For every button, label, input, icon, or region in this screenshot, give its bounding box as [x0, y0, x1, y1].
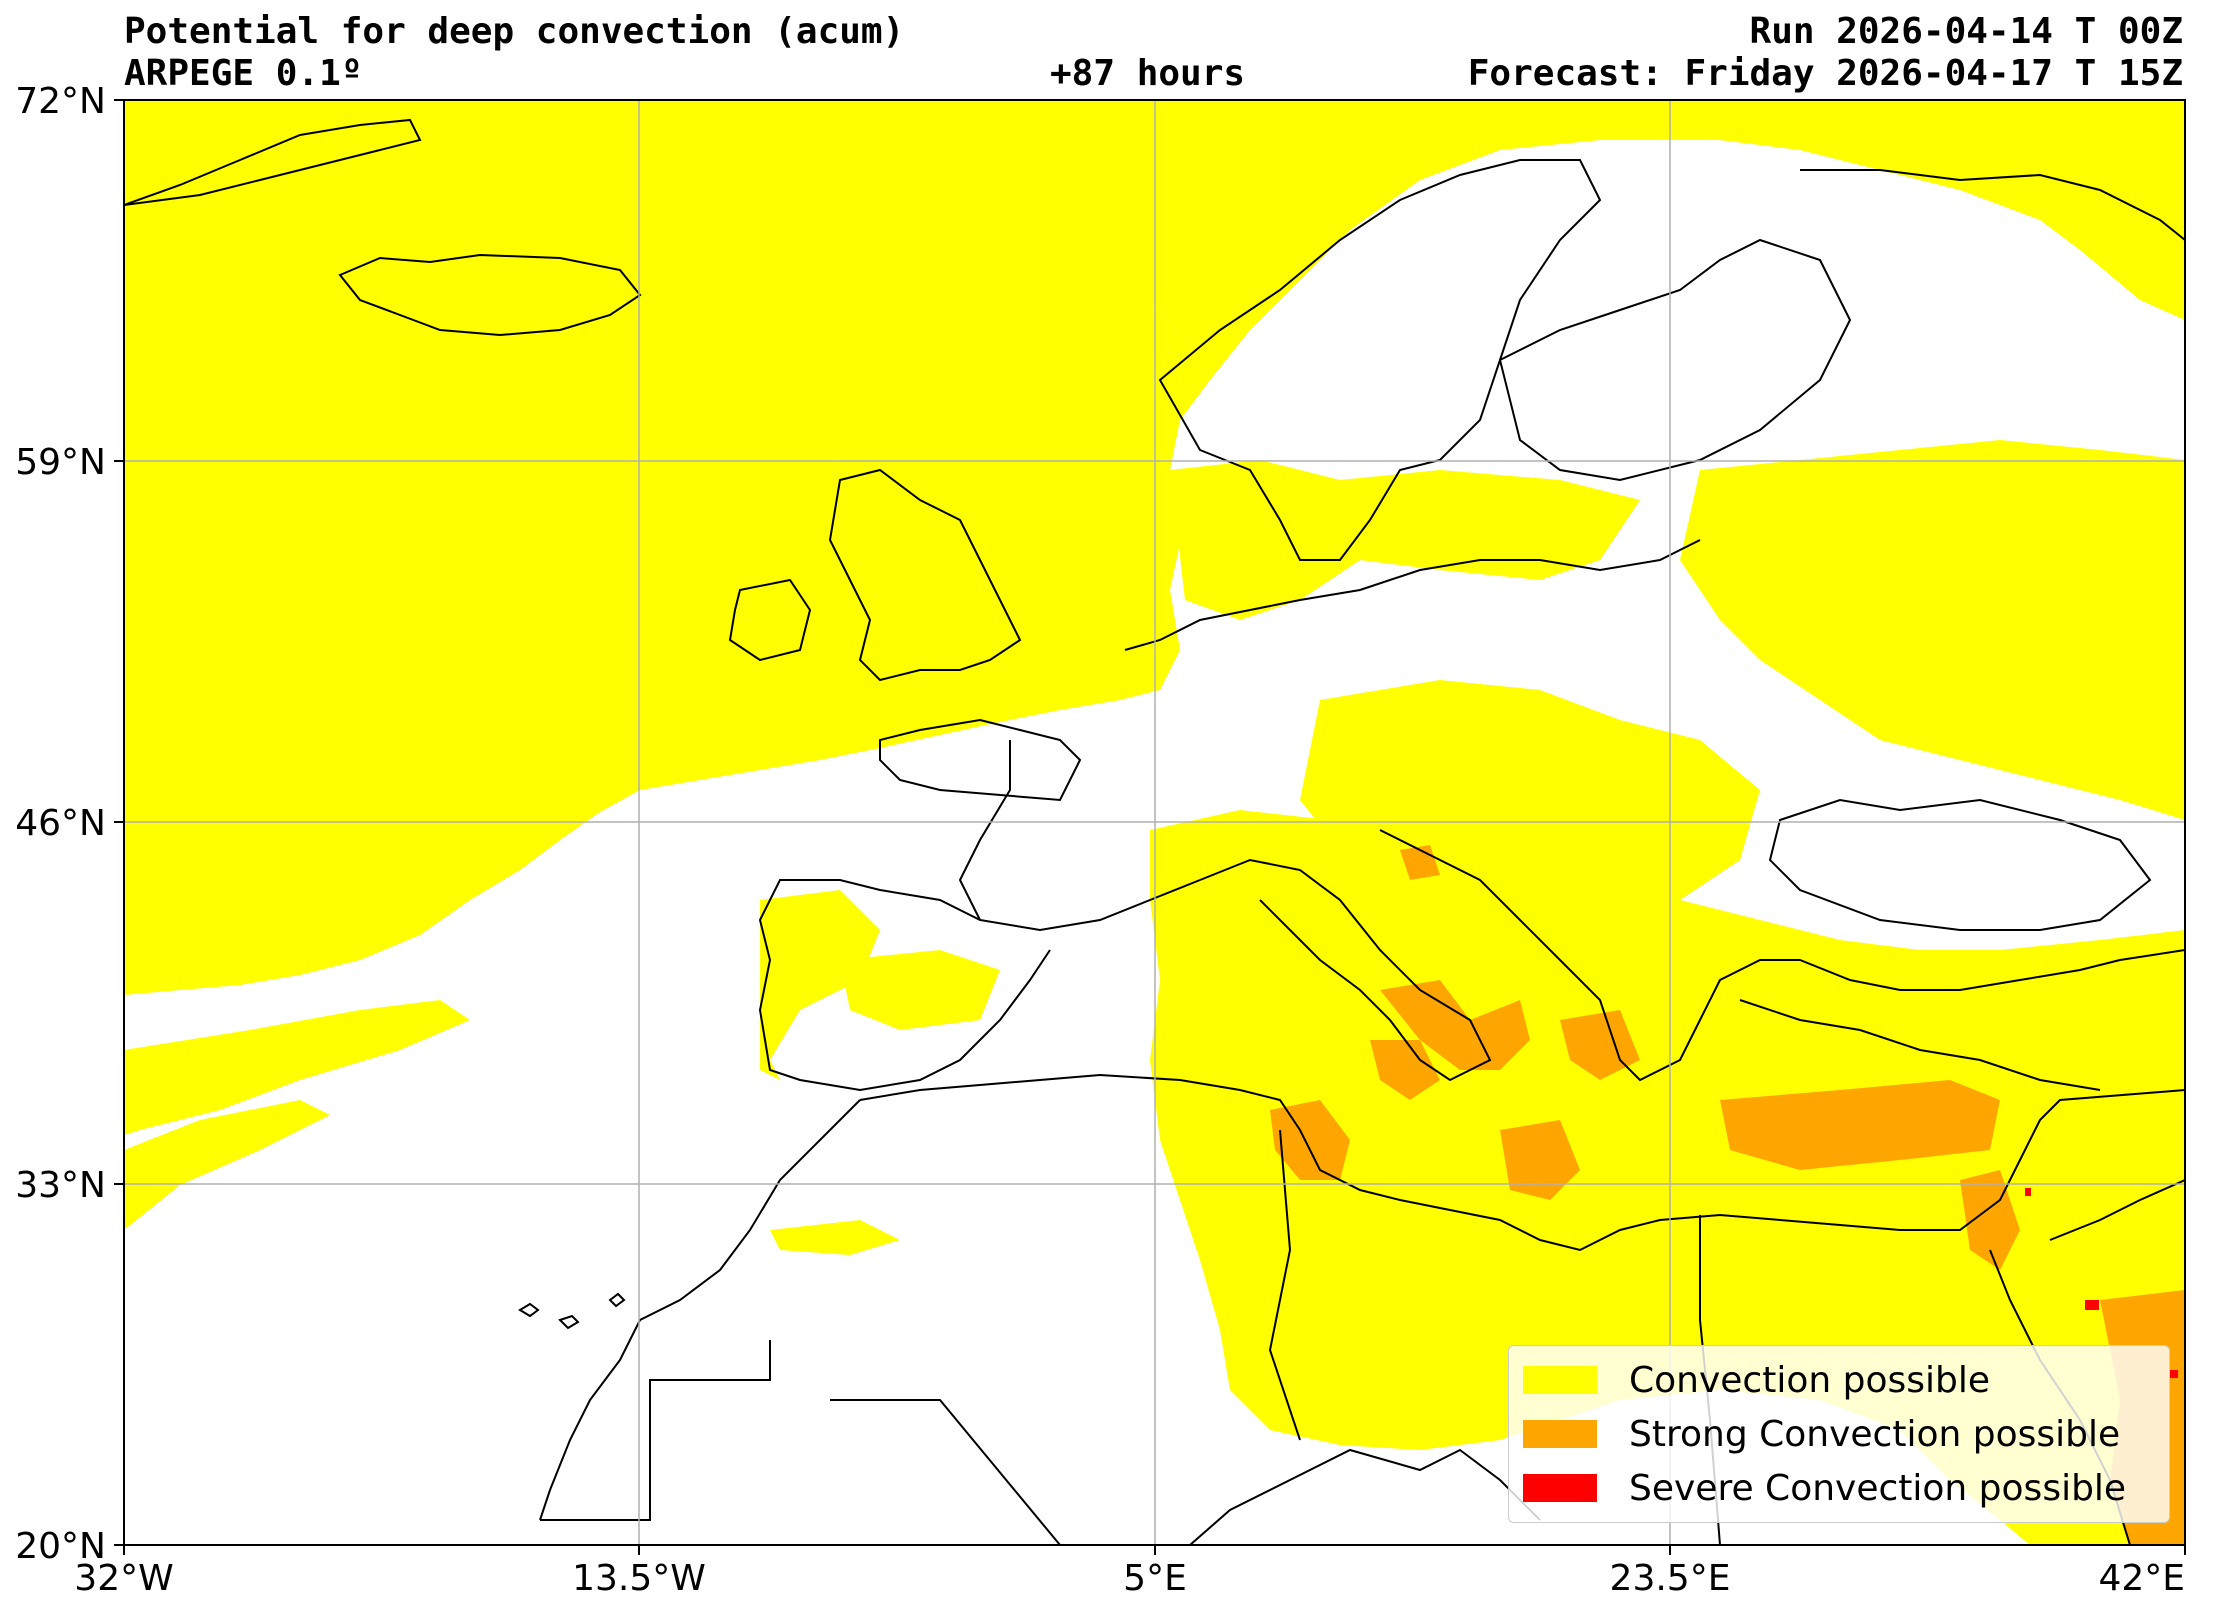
legend-item-strong: Strong Convection possible — [1523, 1412, 2120, 1456]
legend-swatch-strong — [1523, 1420, 1597, 1448]
severe-spot-2 — [2170, 1370, 2178, 1378]
lat-label-59: 59°N — [15, 442, 106, 483]
coast-scandinavia — [1158, 159, 1602, 561]
forecast-time: Forecast: Friday 2026-04-17 T 15Z — [1467, 53, 2183, 94]
convection-area-atlantic — [124, 100, 1185, 995]
tick-marks — [114, 99, 2186, 1555]
coast-turkey — [1739, 999, 2101, 1091]
border-africa — [540, 1129, 2185, 1545]
strong-area-sicily — [1370, 1040, 1440, 1100]
coast-morocco — [539, 1099, 861, 1521]
coast-finland — [1498, 238, 1852, 482]
coast-europe — [879, 539, 1701, 802]
convection-area-sw — [124, 1000, 470, 1135]
legend-item-convection: Convection possible — [1523, 1358, 1990, 1402]
model-label: ARPEGE 0.1º — [124, 53, 363, 94]
lat-label-72: 72°N — [15, 81, 106, 122]
graticule — [124, 100, 2185, 1545]
legend-label-convection: Convection possible — [1629, 1359, 1991, 1401]
severe-spot-3 — [2025, 1188, 2031, 1196]
coast-north-africa — [859, 1073, 2185, 1252]
strong-area-adriatic — [1400, 845, 1440, 880]
legend: Convection possible Strong Convection po… — [1508, 1345, 2170, 1523]
lon-label-32w: 32°W — [74, 1558, 173, 1599]
lon-label-42e: 42°E — [2098, 1558, 2185, 1599]
lat-label-46: 46°N — [15, 803, 106, 844]
legend-label-severe: Severe Convection possible — [1629, 1467, 2127, 1509]
coast-italy — [1199, 858, 1492, 1082]
lon-label-13.5w: 13.5°W — [572, 1558, 706, 1599]
map-title: Potential for deep convection (acum) — [124, 11, 905, 52]
coast-france-spain — [758, 740, 1201, 1092]
strong-area-greece — [1560, 1010, 1640, 1080]
lon-label-23.5e: 23.5°E — [1610, 1558, 1731, 1599]
lon-label-5e: 5°E — [1123, 1558, 1187, 1599]
lead-time: +87 hours — [1050, 53, 1246, 94]
convection-area-east — [1680, 440, 2185, 820]
strong-area-libya — [1500, 1120, 1580, 1200]
coast-britain — [828, 468, 1022, 682]
convection-area-north — [1155, 100, 2185, 420]
convection-area-baltic — [1170, 460, 1640, 620]
coast-canaries — [518, 1292, 626, 1330]
coast-kola — [1800, 169, 2185, 241]
strong-area-levant — [1960, 1170, 2020, 1270]
convection-area-sw2 — [124, 1100, 330, 1230]
run-time: Run 2026-04-14 T 00Z — [1749, 11, 2183, 52]
coast-iceland — [338, 253, 642, 337]
severe-spot-1 — [2085, 1300, 2099, 1310]
legend-label-strong: Strong Convection possible — [1629, 1413, 2121, 1455]
strong-area-tunisia — [1270, 1100, 1350, 1180]
coast-ireland — [728, 578, 812, 662]
coast-balkans — [1379, 829, 2185, 1082]
legend-swatch-severe — [1523, 1474, 1597, 1502]
legend-item-severe: Severe Convection possible — [1523, 1466, 2126, 1510]
lat-label-20: 20°N — [15, 1526, 106, 1567]
coastlines — [124, 118, 2185, 1545]
strong-area-aegean — [1720, 1080, 2000, 1170]
lat-label-33: 33°N — [15, 1165, 106, 1206]
convection-area-iberia — [760, 890, 880, 1080]
coast-black-sea — [1768, 798, 2152, 931]
legend-swatch-convection — [1523, 1366, 1597, 1394]
convection-area-morocco — [770, 1220, 900, 1255]
coast-greenland — [124, 118, 422, 206]
strong-area-italy — [1380, 980, 1530, 1070]
convection-area-iberia2 — [840, 950, 1000, 1030]
